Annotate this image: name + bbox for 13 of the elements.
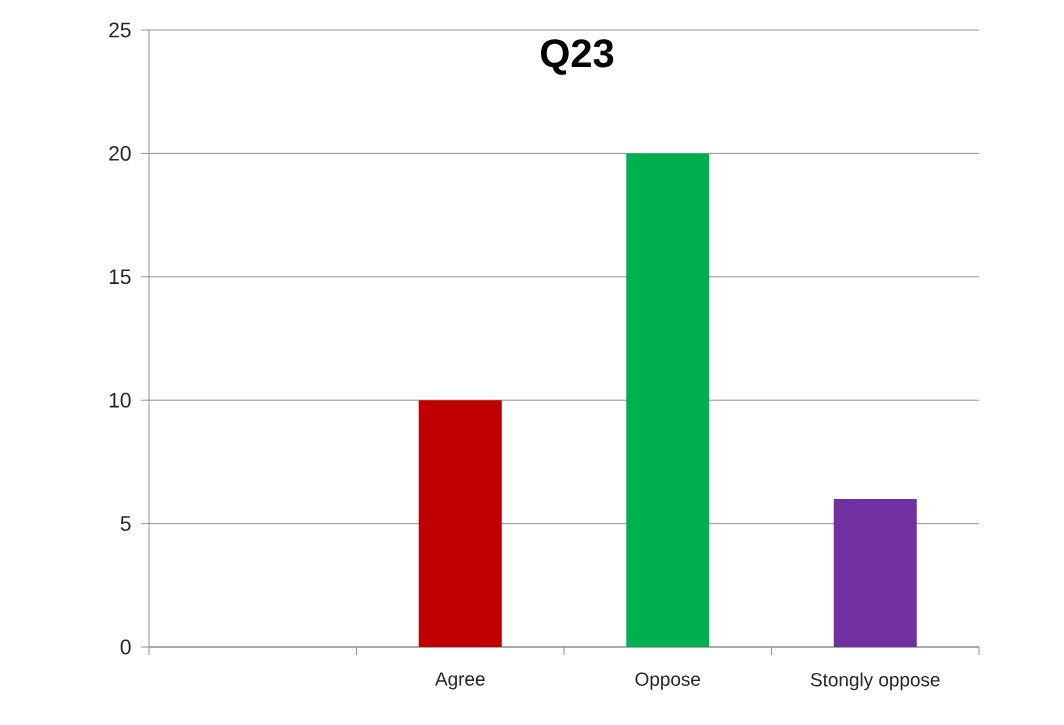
- x-tick-label: Agree: [435, 672, 485, 690]
- y-tick-label: 20: [109, 145, 131, 161]
- y-tick-label: 0: [120, 639, 131, 655]
- bar: [833, 498, 917, 647]
- x-tick-label: Stongly oppose: [810, 672, 940, 691]
- chart-title: Q23: [540, 39, 614, 75]
- y-tick-label: 5: [120, 516, 131, 531]
- bar: [418, 400, 502, 647]
- y-tick-label: 10: [109, 392, 131, 408]
- bar: [626, 153, 710, 647]
- x-tick-label: Oppose: [635, 672, 701, 690]
- y-tick-label: 25: [109, 22, 131, 38]
- y-tick-label: 15: [109, 269, 131, 285]
